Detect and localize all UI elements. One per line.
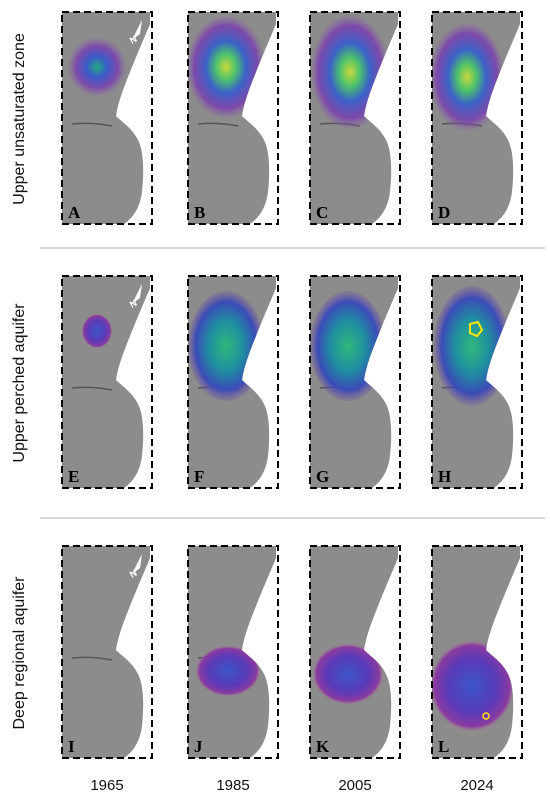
panel-frame <box>309 11 401 225</box>
year-label: 2024 <box>460 777 493 794</box>
north-label: N <box>128 34 139 46</box>
plume <box>310 14 390 130</box>
panel-letter: C <box>316 203 328 222</box>
plume <box>67 37 127 97</box>
panel-frame <box>61 545 153 759</box>
row-label: Upper unsaturated zone <box>11 33 28 205</box>
panel-letter: B <box>194 203 205 222</box>
fault-line <box>71 122 113 127</box>
plume-group <box>188 15 266 119</box>
panel-frame <box>61 275 153 489</box>
year-label: 2005 <box>338 777 371 794</box>
panel-letter: H <box>438 467 451 486</box>
panel-letter: L <box>438 737 449 756</box>
plume-group <box>432 22 505 132</box>
fault-line <box>197 122 239 127</box>
map-panel: IN <box>61 545 153 759</box>
fault-line <box>71 386 113 391</box>
panel-frame <box>309 545 401 759</box>
plume <box>82 314 112 348</box>
panel-letter: E <box>68 467 79 486</box>
fault-line <box>71 656 113 661</box>
plume-group <box>67 37 127 97</box>
plume-group <box>82 314 112 348</box>
plume-group <box>310 291 386 401</box>
panel-frame <box>431 11 523 225</box>
highlight <box>469 320 484 338</box>
panel-frame <box>187 11 279 225</box>
panel-frame <box>431 545 523 759</box>
plume <box>196 646 260 696</box>
panel-frame <box>309 275 401 489</box>
north-label: N <box>128 568 139 580</box>
plume-group <box>310 14 390 130</box>
land <box>62 546 150 758</box>
panel-frame <box>431 275 523 489</box>
plume <box>313 644 383 704</box>
panel-frame <box>187 275 279 489</box>
map-panel: L <box>431 545 523 759</box>
land <box>62 276 150 488</box>
north-label: N <box>128 298 139 310</box>
panel-letter: F <box>194 467 204 486</box>
plume <box>188 291 264 401</box>
map-panel: B <box>187 11 279 225</box>
plume <box>432 641 514 731</box>
row-label: Upper perched aquifer <box>11 303 28 463</box>
plume <box>434 286 510 406</box>
plume <box>188 15 266 119</box>
plume-group <box>188 291 264 401</box>
map-panel: EN <box>61 275 153 489</box>
plume <box>432 22 505 132</box>
map-panel: AN <box>61 11 153 225</box>
panel-letter: G <box>316 467 329 486</box>
map-panel: G <box>309 275 401 489</box>
map-panel: C <box>309 11 401 225</box>
panel-letter: A <box>68 203 81 222</box>
map-panel: K <box>309 545 401 759</box>
map-panel: H <box>431 275 523 489</box>
panel-letter: K <box>316 737 330 756</box>
plume-group <box>313 644 383 704</box>
map-panel: D <box>431 11 523 225</box>
year-label: 1985 <box>216 777 249 794</box>
map-panel: J <box>187 545 279 759</box>
panel-letter: D <box>438 203 450 222</box>
panel-letter: J <box>194 737 203 756</box>
plume-group <box>434 286 510 406</box>
map-panel: F <box>187 275 279 489</box>
plume <box>310 291 386 401</box>
north-arrow <box>132 20 142 40</box>
north-arrow <box>132 554 142 574</box>
panel-frame <box>61 11 153 225</box>
panel-frame <box>187 545 279 759</box>
plume-group <box>432 641 514 731</box>
plume-group <box>196 646 260 696</box>
year-label: 1965 <box>90 777 123 794</box>
highlight <box>482 712 490 720</box>
north-arrow <box>132 284 142 304</box>
panel-letter: I <box>68 737 75 756</box>
row-label: Deep regional aquifer <box>11 576 28 730</box>
